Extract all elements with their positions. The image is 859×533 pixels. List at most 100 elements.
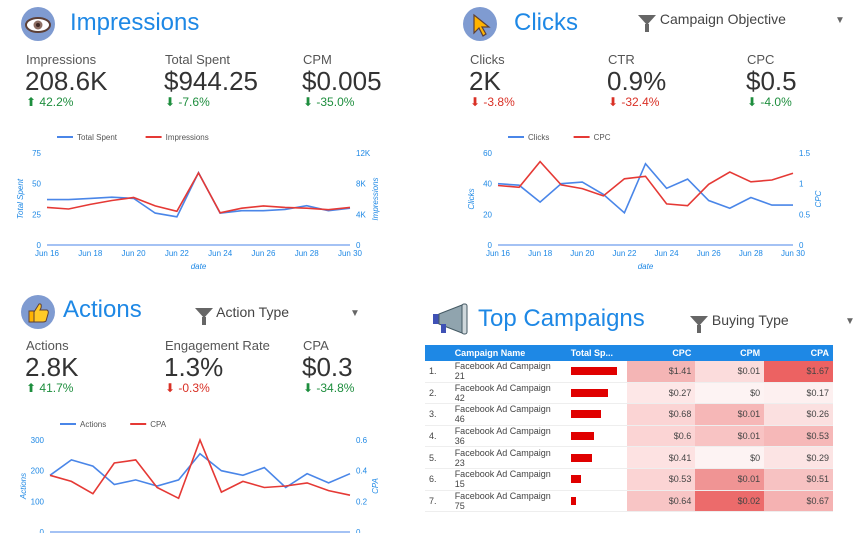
- kpi-label: CPM: [303, 52, 332, 67]
- y-axis-title-left: Actions: [19, 473, 28, 500]
- y-axis-title-right: CPC: [814, 190, 823, 207]
- cpa-cell: $0.17: [764, 382, 833, 405]
- kpi-value: $944.25: [164, 66, 258, 96]
- kpi-label: Engagement Rate: [165, 338, 270, 353]
- total-spent-cell: [566, 361, 627, 383]
- y-tick-label-left: 60: [483, 149, 492, 158]
- x-tick-label: Jun 30: [781, 249, 806, 258]
- series-line: [47, 170, 351, 218]
- kpi-delta: ⬇ -32.4%: [608, 95, 660, 109]
- filter-icon: [690, 316, 708, 334]
- y-tick-label-right: 0.2: [356, 497, 368, 506]
- cursor-icon: [463, 7, 497, 41]
- kpi-delta: ⬆ 41.7%: [26, 381, 74, 395]
- chevron-down-icon[interactable]: ▼: [350, 308, 360, 319]
- column-header[interactable]: Total Sp...: [566, 345, 627, 361]
- x-tick-label: Jun 28: [295, 249, 320, 258]
- total-spent-cell: [566, 425, 627, 448]
- cpa-cell: $0.29: [764, 446, 833, 469]
- y-tick-label-right: 1.5: [799, 149, 811, 158]
- x-tick-label: Jun 22: [612, 249, 637, 258]
- campaign-name: Facebook Ad Campaign 23: [450, 446, 567, 469]
- y-tick-label-left: 40: [483, 180, 492, 189]
- y-axis-title-right: CPA: [371, 478, 380, 494]
- legend-label: Total Spent: [77, 133, 118, 142]
- x-axis-title: date: [638, 262, 654, 271]
- x-tick-label: Jun 16: [486, 249, 511, 258]
- eye-icon: [21, 7, 55, 41]
- cpa-cell: $0.26: [764, 403, 833, 426]
- y-tick-label-left: 0: [40, 528, 45, 533]
- column-header[interactable]: Campaign Name: [450, 345, 567, 361]
- column-header[interactable]: CPC: [626, 345, 696, 361]
- top-campaigns-table: Campaign Name Total Sp... CPC CPM CPA 1.…: [425, 345, 833, 513]
- x-tick-label: Jun 18: [78, 249, 103, 258]
- legend-label: CPA: [150, 420, 167, 429]
- cpc-cell: $1.41: [626, 361, 696, 383]
- campaign-name: Facebook Ad Campaign 46: [450, 403, 567, 426]
- table-row[interactable]: 5. Facebook Ad Campaign 23 $0.41 $0 $0.29: [425, 446, 833, 469]
- row-index: 7.: [425, 490, 451, 513]
- campaign-name: Facebook Ad Campaign 21: [450, 361, 567, 383]
- kpi-value: $0.5: [746, 66, 797, 96]
- table-row[interactable]: 1. Facebook Ad Campaign 21 $1.41 $0.01 $1.67: [425, 361, 833, 383]
- kpi-label: Clicks: [470, 52, 505, 67]
- x-tick-label: Jun 28: [739, 249, 764, 258]
- chevron-down-icon[interactable]: ▼: [835, 15, 845, 26]
- table-row[interactable]: 3. Facebook Ad Campaign 46 $0.68 $0.01 $0.26: [425, 403, 833, 426]
- total-spent-cell: [566, 468, 627, 491]
- kpi-value: $0.005: [302, 66, 382, 96]
- x-tick-label: Jun 20: [570, 249, 595, 258]
- cpc-cell: $0.64: [626, 490, 696, 513]
- kpi-value: 1.3%: [164, 352, 224, 382]
- chevron-down-icon[interactable]: ▼: [845, 316, 855, 327]
- kpi-label: CPC: [747, 52, 775, 67]
- cpc-cell: $0.68: [626, 403, 696, 426]
- column-header[interactable]: CPA: [764, 345, 833, 361]
- table-row[interactable]: 4. Facebook Ad Campaign 36 $0.6 $0.01 $0.53: [425, 425, 833, 448]
- total-spent-cell: [566, 490, 627, 513]
- actions-chart: Actions CPA 0 100 200 300 0 0.2 0.4 0.6 Actions CPA: [19, 420, 380, 533]
- total-spent-bar: [570, 410, 602, 419]
- top-campaigns-title: Top Campaigns: [478, 305, 645, 332]
- row-index: 3.: [425, 403, 451, 426]
- y-tick-label-right: 0: [799, 241, 804, 250]
- campaign-name: Facebook Ad Campaign 36: [450, 425, 567, 448]
- x-tick-label: Jun 22: [165, 249, 190, 258]
- buying-type-filter[interactable]: Buying Type: [690, 312, 789, 334]
- cpm-cell: $0.02: [695, 490, 765, 513]
- kpi-value: 0.9%: [607, 66, 667, 96]
- actions-title: Actions: [63, 296, 142, 323]
- cpa-cell: $0.51: [764, 468, 833, 491]
- series-line: [46, 171, 351, 214]
- kpi-label: CTR: [608, 52, 635, 67]
- x-tick-label: Jun 26: [251, 249, 276, 258]
- clicks-title: Clicks: [514, 9, 578, 36]
- campaign-objective-filter[interactable]: Campaign Objective: [638, 11, 786, 33]
- action-type-filter[interactable]: Action Type: [195, 304, 289, 326]
- y-tick-label-left: 300: [31, 436, 45, 445]
- kpi-value: 2.8K: [25, 352, 79, 382]
- kpi-label: CPA: [303, 338, 329, 353]
- cpc-cell: $0.53: [626, 468, 696, 491]
- kpi-delta: ⬇ -0.3%: [165, 381, 210, 395]
- filter-icon: [638, 15, 656, 33]
- legend-label: Clicks: [528, 133, 549, 142]
- impressions-title: Impressions: [70, 9, 200, 36]
- y-tick-label-right: 4K: [356, 210, 366, 219]
- series-line: [497, 162, 793, 215]
- row-index: 2.: [425, 382, 451, 405]
- column-header[interactable]: CPM: [695, 345, 765, 361]
- thumbs-up-icon: [21, 295, 55, 329]
- total-spent-cell: [566, 382, 627, 405]
- table-row[interactable]: 7. Facebook Ad Campaign 75 $0.64 $0.02 $0.67: [425, 490, 833, 513]
- table-row[interactable]: 6. Facebook Ad Campaign 15 $0.53 $0.01 $0.51: [425, 468, 833, 491]
- cpc-cell: $0.41: [626, 446, 696, 469]
- filter-icon: [195, 308, 213, 326]
- kpi-delta: ⬇ -3.8%: [470, 95, 515, 109]
- x-tick-label: Jun 24: [208, 249, 233, 258]
- table-row[interactable]: 2. Facebook Ad Campaign 42 $0.27 $0 $0.17: [425, 382, 833, 405]
- cpm-cell: $0.01: [695, 361, 765, 383]
- cpm-cell: $0: [695, 382, 765, 405]
- y-tick-label-left: 75: [32, 149, 41, 158]
